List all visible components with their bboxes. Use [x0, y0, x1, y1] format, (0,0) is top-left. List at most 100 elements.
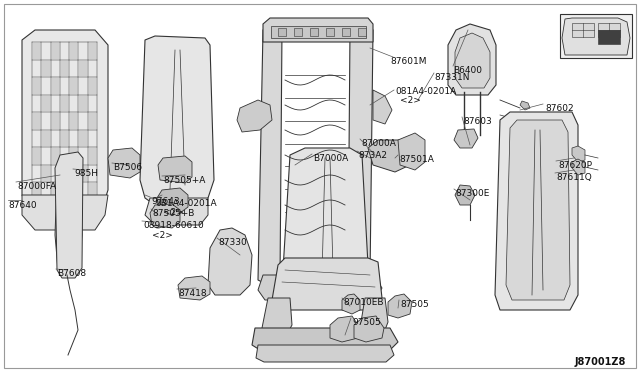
- Bar: [70, 78, 77, 94]
- Bar: [42, 96, 49, 111]
- Bar: [52, 78, 59, 94]
- Polygon shape: [368, 140, 412, 172]
- Bar: [572, 23, 594, 37]
- Polygon shape: [348, 24, 373, 285]
- Text: 87505+B: 87505+B: [152, 209, 195, 218]
- Bar: [79, 131, 86, 146]
- Polygon shape: [258, 275, 382, 300]
- Bar: [271, 26, 366, 38]
- Polygon shape: [157, 188, 188, 213]
- Circle shape: [152, 216, 164, 228]
- Polygon shape: [272, 258, 382, 310]
- Bar: [342, 28, 350, 36]
- Bar: [294, 28, 302, 36]
- Text: <2>: <2>: [400, 96, 421, 105]
- Polygon shape: [455, 33, 490, 88]
- Polygon shape: [150, 204, 180, 228]
- Bar: [70, 148, 77, 164]
- Text: 97505: 97505: [352, 318, 381, 327]
- Text: 87602: 87602: [545, 104, 573, 113]
- Polygon shape: [237, 100, 272, 132]
- Text: 97643: 97643: [151, 197, 180, 206]
- Text: 87010EB: 87010EB: [343, 298, 383, 307]
- Bar: [61, 96, 68, 111]
- Text: <2>: <2>: [152, 231, 173, 240]
- Text: 985H: 985H: [74, 169, 98, 178]
- Polygon shape: [22, 195, 108, 230]
- Bar: [79, 96, 86, 111]
- Bar: [70, 43, 77, 58]
- Text: B6400: B6400: [453, 66, 482, 75]
- Polygon shape: [263, 18, 373, 42]
- Text: 87620P: 87620P: [558, 161, 592, 170]
- Bar: [278, 28, 286, 36]
- Bar: [70, 113, 77, 129]
- Text: 87330: 87330: [218, 238, 247, 247]
- Bar: [358, 28, 366, 36]
- Text: 87611Q: 87611Q: [556, 173, 592, 182]
- Polygon shape: [520, 101, 530, 110]
- Polygon shape: [22, 30, 108, 215]
- Text: 0B1A4-0201A: 0B1A4-0201A: [155, 199, 216, 208]
- Polygon shape: [354, 316, 384, 342]
- Polygon shape: [262, 298, 292, 338]
- Text: 873A2: 873A2: [358, 151, 387, 160]
- Polygon shape: [572, 159, 585, 175]
- Bar: [42, 131, 49, 146]
- Bar: [61, 131, 68, 146]
- Bar: [42, 61, 49, 76]
- Polygon shape: [258, 24, 282, 285]
- Bar: [61, 166, 68, 182]
- Polygon shape: [562, 18, 630, 55]
- Bar: [52, 43, 59, 58]
- Polygon shape: [283, 148, 368, 285]
- Bar: [89, 148, 96, 164]
- Polygon shape: [140, 36, 214, 205]
- Text: 081A4-0201A: 081A4-0201A: [395, 87, 456, 96]
- Polygon shape: [388, 294, 412, 318]
- Polygon shape: [330, 316, 360, 342]
- Text: 87505+A: 87505+A: [163, 176, 205, 185]
- Bar: [79, 166, 86, 182]
- Text: B7506: B7506: [113, 163, 142, 172]
- Text: 87603: 87603: [463, 117, 492, 126]
- Bar: [61, 61, 68, 76]
- Polygon shape: [55, 152, 83, 278]
- Polygon shape: [360, 298, 388, 338]
- Bar: [33, 113, 40, 129]
- Polygon shape: [448, 24, 496, 95]
- Bar: [33, 78, 40, 94]
- Bar: [42, 166, 49, 182]
- Polygon shape: [108, 148, 140, 178]
- Bar: [33, 148, 40, 164]
- Text: J87001Z8: J87001Z8: [575, 357, 627, 367]
- Text: B7608: B7608: [57, 269, 86, 278]
- Polygon shape: [506, 120, 570, 300]
- Polygon shape: [256, 345, 394, 362]
- Polygon shape: [178, 276, 210, 300]
- Text: 87000A: 87000A: [361, 139, 396, 148]
- Bar: [326, 28, 334, 36]
- Text: 87300E: 87300E: [455, 189, 490, 198]
- Polygon shape: [454, 129, 478, 148]
- Text: 87000FA: 87000FA: [17, 182, 56, 191]
- Bar: [560, 14, 632, 58]
- Text: 87418: 87418: [178, 289, 207, 298]
- Bar: [89, 43, 96, 58]
- Text: 87505: 87505: [400, 300, 429, 309]
- Polygon shape: [455, 185, 475, 205]
- Text: 87640: 87640: [8, 201, 36, 210]
- Bar: [89, 183, 96, 199]
- Bar: [310, 28, 318, 36]
- Text: 87601M: 87601M: [390, 57, 426, 66]
- Polygon shape: [572, 146, 585, 162]
- Text: 87501A: 87501A: [399, 155, 434, 164]
- Bar: [52, 148, 59, 164]
- Polygon shape: [252, 328, 398, 350]
- Polygon shape: [342, 294, 360, 314]
- Bar: [79, 61, 86, 76]
- Text: B7000A: B7000A: [313, 154, 348, 163]
- Bar: [52, 113, 59, 129]
- Polygon shape: [495, 112, 578, 310]
- Text: <2>: <2>: [163, 208, 184, 217]
